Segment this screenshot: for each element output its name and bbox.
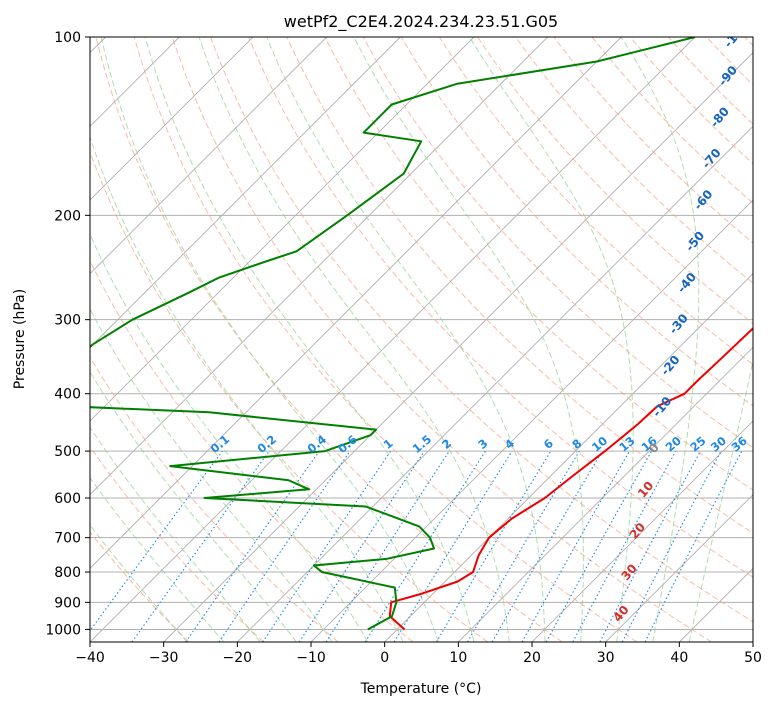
isotherm-line [384, 273, 753, 642]
plot-frame [89, 36, 754, 643]
y-tick-label: 500 [54, 444, 81, 460]
y-tick-label: 100 [54, 30, 81, 46]
x-tick-label: −30 [149, 650, 179, 666]
mixing-ratio-line [185, 450, 320, 642]
isotherms [90, 37, 753, 642]
dry-adiabat-line [286, 37, 753, 534]
moist-adiabat-line [688, 358, 753, 642]
x-tick-label: 20 [523, 650, 541, 666]
y-axis-ticks: 100 200 300 400 500 600 700 800 900 1000 [45, 30, 90, 638]
y-axis-label: Pressure (hPa) [12, 289, 28, 389]
temperature-profile-line [388, 327, 753, 631]
mixing-ratio-lines [90, 450, 743, 642]
mixing-ratio-line [572, 450, 677, 642]
isotherm-line [531, 420, 753, 642]
y-tick-label: 400 [54, 387, 81, 403]
dry-adiabat-line [629, 37, 753, 165]
dry-adiabat-line [476, 37, 753, 325]
y-tick-label: 200 [54, 208, 81, 224]
x-tick-label: 10 [449, 650, 467, 666]
dry-adiabat-line [248, 37, 753, 578]
mixing-ratio-line [131, 450, 270, 642]
dry-adiabat-line [133, 37, 638, 642]
moist-adiabat-line [90, 476, 225, 642]
x-tick-label: −10 [296, 650, 326, 666]
isotherm-line [90, 37, 401, 348]
mixing-ratio-line [545, 450, 653, 642]
y-tick-label: 700 [54, 531, 81, 547]
mixing-ratio-line [644, 450, 743, 642]
chart-title: wetPf2_C2E4.2024.234.23.51.G05 [284, 12, 558, 32]
x-tick-label: 0 [380, 650, 389, 666]
y-tick-label: 600 [54, 491, 81, 507]
dry-adiabat-line [438, 37, 753, 366]
dry-adiabat-line [591, 37, 753, 204]
dry-adiabat-line [90, 531, 190, 642]
mixing-ratio-line [521, 450, 630, 642]
isotherm-line [90, 37, 548, 496]
isotherm-line [458, 346, 753, 642]
x-tick-label: 40 [670, 650, 688, 666]
isotherm-line [90, 37, 622, 569]
moist-adiabat-line [90, 233, 369, 642]
dry-adiabat-line [553, 37, 753, 244]
dry-adiabat-line [171, 37, 712, 642]
moist-adiabat-line [90, 426, 261, 642]
dry-adiabat-line [90, 356, 339, 642]
moist-adiabat-line [100, 37, 439, 642]
moist-adiabat-line [144, 37, 475, 642]
mixing-ratio-line [218, 450, 351, 642]
isotherm-line [90, 37, 696, 642]
x-tick-label: 30 [597, 650, 615, 666]
dry-adiabat-line [515, 37, 753, 284]
pressure-gridlines [90, 37, 753, 630]
dewpoint-profile-line [90, 37, 696, 631]
dry-adiabat-line [400, 37, 753, 407]
x-axis-ticks: −40 −30 −20 −10 0 10 20 30 40 50 [75, 642, 762, 666]
mixing-ratio-line [90, 450, 223, 632]
y-tick-label: 800 [54, 565, 81, 581]
mixing-ratio-line [298, 450, 425, 642]
moist-adiabat-line [90, 524, 188, 642]
y-tick-label: 900 [54, 595, 81, 611]
isotherm-line [605, 494, 753, 642]
isotherm-line [237, 125, 753, 642]
mixing-ratio-line [262, 450, 392, 642]
isotherm-line [90, 37, 254, 201]
moist-adiabat-line [90, 370, 297, 642]
x-tick-label: −40 [75, 650, 105, 666]
x-tick-label: 50 [744, 650, 762, 666]
plot-area: 0.10.20.40.611.52346810131620253036-100-… [90, 37, 753, 642]
moist-adiabat-line [620, 37, 700, 642]
mixing-ratio-line [325, 450, 450, 642]
moist-adiabat-line [198, 37, 510, 642]
moist-adiabat-line [266, 37, 546, 642]
dry-adiabat-line [90, 259, 414, 642]
profile-series [90, 37, 753, 631]
x-axis-label: Temperature (°C) [360, 681, 482, 697]
isotherm-line [90, 37, 475, 422]
moist-adiabat-line [353, 37, 584, 642]
isotherm-line [163, 52, 753, 642]
dry-adiabat-line [209, 37, 753, 623]
dry-adiabats [90, 37, 753, 642]
isotherm-line [90, 37, 327, 275]
y-tick-label: 1000 [45, 622, 81, 638]
mixing-ratio-line [393, 450, 513, 642]
y-tick-label: 300 [54, 313, 81, 329]
x-tick-label: −20 [223, 650, 253, 666]
dry-adiabat-line [362, 37, 753, 449]
